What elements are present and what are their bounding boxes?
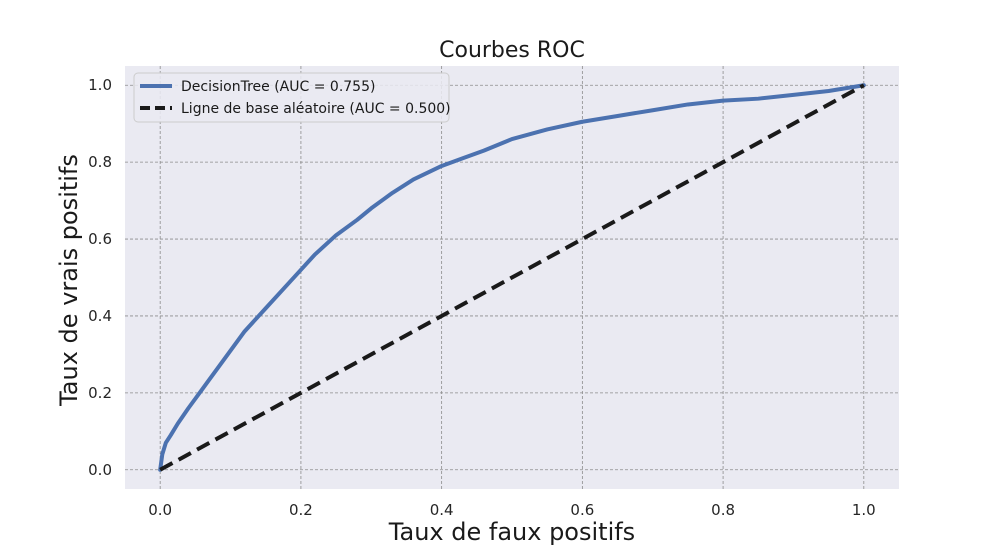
y-tick-label: 0.8 bbox=[88, 153, 112, 171]
grid bbox=[125, 66, 899, 489]
y-tick-label: 0.6 bbox=[88, 230, 112, 248]
x-tick-label: 0.8 bbox=[711, 501, 735, 519]
y-tick-label: 0.2 bbox=[88, 384, 112, 402]
y-tick-label: 0.4 bbox=[88, 307, 112, 325]
legend: DecisionTree (AUC = 0.755) Ligne de base … bbox=[133, 72, 451, 123]
series-group bbox=[158, 83, 866, 472]
x-tick-label: 1.0 bbox=[852, 501, 876, 519]
legend-label: DecisionTree (AUC = 0.755) bbox=[181, 79, 375, 95]
y-tick-label: 1.0 bbox=[88, 76, 112, 94]
x-tick-label: 0.0 bbox=[148, 501, 172, 519]
chart-title: Courbes ROC bbox=[439, 38, 585, 63]
baseline-line bbox=[159, 83, 865, 472]
x-tick-label: 0.4 bbox=[430, 501, 454, 519]
x-tick-labels: 0.0 0.2 0.4 0.6 0.8 1.0 bbox=[148, 501, 875, 519]
x-axis-label: Taux de faux positifs bbox=[388, 518, 635, 546]
legend-label: Ligne de base aléatoire (AUC = 0.500) bbox=[181, 101, 451, 117]
y-axis-label: Taux de vrais positifs bbox=[55, 154, 83, 407]
roc-curve-line bbox=[158, 83, 866, 472]
x-tick-label: 0.2 bbox=[289, 501, 313, 519]
legend-box bbox=[133, 72, 450, 123]
y-tick-labels: 0.0 0.2 0.4 0.6 0.8 1.0 bbox=[88, 76, 112, 479]
x-tick-label: 0.6 bbox=[570, 501, 594, 519]
y-tick-label: 0.0 bbox=[88, 461, 112, 479]
